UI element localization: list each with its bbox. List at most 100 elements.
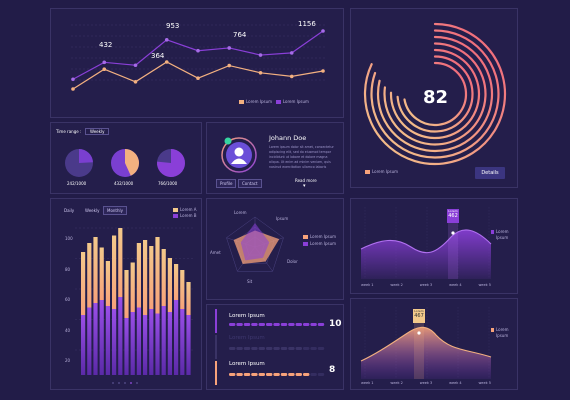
line-point [71,77,75,82]
bar-bottom [136,307,141,375]
bar-bottom [81,315,86,375]
wave2-tooltip-label: Lorem [414,309,424,313]
pagination-dot [130,382,132,384]
progress-label-2: Lorem Ipsum [229,361,265,367]
radial-legend: Lorem Ipsum [365,169,398,174]
radar-axis-amet: Amet [210,250,221,255]
line-point [164,60,169,64]
progress-segment [236,323,243,326]
wave-line [360,326,492,362]
bio-line: Lorem ipsum dolor sit amet, consectetur [269,145,334,149]
progress-segment [317,347,325,350]
y-tick: 60 [65,297,71,302]
radar-legend: Lorem Ipsum Lorem Ipsum [303,233,336,247]
wave-panel-top: Lorem 462 week 1 week 2 week 3 week 4 we… [350,198,518,294]
radar-axis-lorem: Lorem [234,210,247,215]
line-point [133,63,138,68]
wave1-legend-1: Ipsum [496,235,509,240]
wave2-legend-1: Ipsum [496,333,509,338]
tab-monthly[interactable]: Monthly [103,206,128,215]
pie-slice [157,149,185,177]
wave1-weeks: week 1 week 2 week 3 week 4 week 5 [361,283,491,287]
line-point [196,76,200,80]
bar-top [136,243,141,308]
line-legend-0: Lorem Ipsum [246,99,273,104]
progress-segment [317,373,325,376]
pagination-dot [124,382,126,384]
week-label: week 4 [449,283,462,287]
contact-button[interactable]: Contact [238,179,262,188]
radar-area-purple [240,223,270,261]
radial-ring [389,48,481,140]
bio-line: incididunt ut labore et dolore magna [269,155,328,159]
bar-legend: Lorem A Lorem B [173,207,197,219]
progress-segment [243,323,251,326]
chevron-down-icon[interactable]: ▾ [303,183,306,189]
progress-bars [229,323,325,376]
read-more-link[interactable]: Read more [295,178,317,183]
bar-top [112,235,117,309]
line-point [321,29,325,33]
week-label: week 2 [390,283,403,287]
bar-bottom [87,307,92,375]
y-tick: 20 [65,358,71,363]
details-button[interactable]: Details [475,167,505,179]
line-chart [71,24,325,91]
legend-swatch-orange [239,100,244,104]
progress-segment [229,323,236,326]
line-point [289,74,294,79]
line-point [71,87,75,91]
radial-ring [376,35,494,153]
radial-panel: 82 Lorem Ipsum Details [350,8,518,188]
legend-swatch-orange [303,235,308,239]
pagination-dot [118,382,120,384]
progress-side-bar [215,309,217,333]
bar-bottom [161,306,166,375]
profile-button[interactable]: Profile [216,179,237,188]
radar-chart [226,216,284,272]
tab-daily[interactable]: Daily [64,208,75,213]
line-point [102,67,107,71]
line-point [227,46,232,50]
wave-line [360,229,492,254]
wave1-tooltip-value: 462 [448,213,458,219]
line-legend: Lorem Ipsum Lorem Ipsum [239,99,309,104]
progress-segment [288,347,295,350]
bar-top [186,282,191,315]
progress-segment [229,347,236,350]
radar-axis-dolor: Dolor [287,259,298,264]
line-label-764: 764 [233,31,247,39]
progress-segment [310,323,317,326]
progress-segment [273,373,280,376]
week-label: week 5 [478,283,491,287]
line-point [289,51,294,55]
bar-y-axis: 100 80 60 40 20 [65,224,73,377]
time-range-select[interactable]: Weekly [85,128,110,135]
bar-bottom [112,309,117,375]
progress-segment [251,323,258,326]
bar-bottom [167,312,172,375]
bar-top [130,262,135,312]
bar-legend-1: Lorem B [180,213,197,218]
time-range-label: Time range : [56,129,82,134]
progress-segment [280,323,288,326]
legend-swatch-orange [491,328,494,332]
wave-area [361,229,491,279]
radial-ring [370,29,500,159]
progress-segment [303,373,310,376]
wave-chart-top [360,207,492,279]
legend-swatch-violet [173,214,178,218]
pie-label-2: 766/1000 [158,181,178,186]
bar-bottom [143,315,148,375]
progress-segment [258,373,265,376]
bar-bottom [186,315,191,375]
wave-area [361,327,491,379]
line-point [164,37,169,42]
wave-chart-bottom [360,307,492,379]
avatar[interactable] [219,135,259,175]
progress-label-1: Lorem Ipsum [229,335,265,341]
tab-weekly[interactable]: Weekly [85,208,100,213]
progress-value-0: 10 [329,319,342,329]
bio-line: adipiscing elit, sed do eiusmod tempor [269,150,331,154]
line-label-953: 953 [166,22,180,30]
